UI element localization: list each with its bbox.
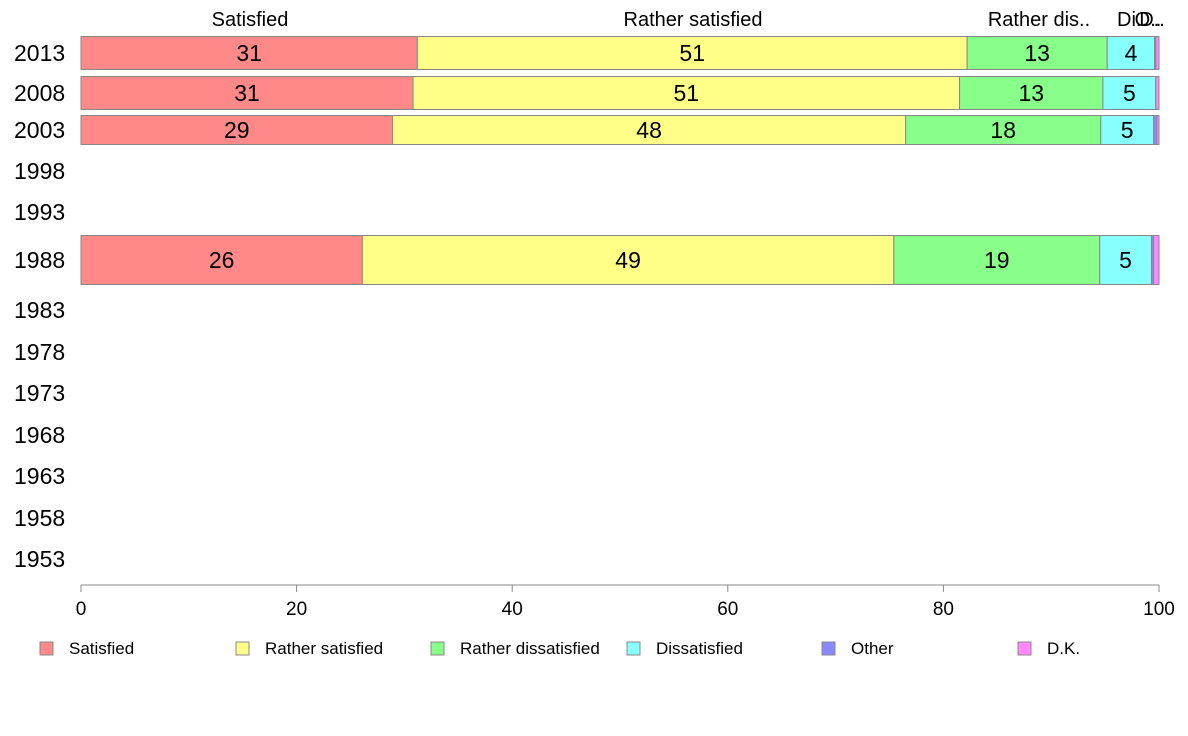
- header-label-d: D..: [1139, 9, 1165, 31]
- bar-2008-rather-satisfied: [412, 76, 961, 110]
- bar-2013-dissatisfied: [1106, 36, 1156, 70]
- legend-label-satisfied: Satisfied: [69, 639, 134, 658]
- y-tick-label-1953: 1953: [14, 546, 65, 572]
- y-tick-label-1978: 1978: [14, 339, 65, 365]
- legend-swatch-rather-dissatisfied: [430, 641, 445, 656]
- y-tick-label-1993: 1993: [14, 199, 65, 225]
- legend-label-dissatisfied: Dissatisfied: [656, 639, 743, 658]
- header-label-satisfied: Satisfied: [212, 9, 289, 31]
- bar-2013-rather-dissatisfied: [966, 36, 1108, 70]
- x-tick-label-80: 80: [933, 599, 954, 620]
- bar-2003-rather-dissatisfied: [905, 115, 1102, 145]
- data-label-2008-satisfied: 31: [234, 80, 260, 106]
- data-label-2013-rather-satisfied: 51: [679, 40, 705, 66]
- legend-swatch-other: [821, 641, 836, 656]
- bar-2013-d-k: [1155, 36, 1160, 70]
- bar-2013-satisfied: [80, 36, 418, 70]
- x-tick-label-60: 60: [717, 599, 738, 620]
- bar-2003-rather-satisfied: [392, 115, 907, 145]
- data-label-2003-rather-dissatisfied: 18: [990, 117, 1016, 143]
- y-tick-label-1958: 1958: [14, 505, 65, 531]
- y-tick-label-2003: 2003: [14, 117, 65, 143]
- data-label-1988-rather-satisfied: 49: [615, 247, 641, 273]
- y-tick-label-1983: 1983: [14, 297, 65, 323]
- header-label-di: Di..: [1117, 9, 1147, 31]
- y-tick-label-1988: 1988: [14, 247, 65, 273]
- data-label-2003-satisfied: 29: [224, 117, 250, 143]
- header-label-rather-satisfied: Rather satisfied: [624, 9, 763, 31]
- x-tick-label-100: 100: [1143, 599, 1175, 620]
- legend-swatch-dissatisfied: [626, 641, 641, 656]
- bar-2003-d-k: [1156, 115, 1160, 145]
- data-label-1988-satisfied: 26: [209, 247, 235, 273]
- y-tick-label-1963: 1963: [14, 463, 65, 489]
- data-label-2008-rather-satisfied: 51: [674, 80, 700, 106]
- x-tick-label-0: 0: [76, 599, 87, 620]
- x-tick-label-20: 20: [286, 599, 307, 620]
- y-tick-label-1998: 1998: [14, 158, 65, 184]
- legend-swatch-d-k: [1017, 641, 1032, 656]
- legend-label-other: Other: [851, 639, 894, 658]
- legend-label-d-k: D.K.: [1047, 639, 1080, 658]
- x-tick-label-40: 40: [502, 599, 523, 620]
- data-label-2003-rather-satisfied: 48: [636, 117, 662, 143]
- legend-label-rather-dissatisfied: Rather dissatisfied: [460, 639, 600, 658]
- bar-2008-satisfied: [80, 76, 414, 110]
- y-tick-label-2008: 2008: [14, 80, 65, 106]
- data-label-2008-dissatisfied: 5: [1123, 80, 1136, 106]
- data-label-2003-dissatisfied: 5: [1121, 117, 1134, 143]
- legend-label-rather-satisfied: Rather satisfied: [265, 639, 383, 658]
- data-label-1988-dissatisfied: 5: [1119, 247, 1132, 273]
- legend-swatch-rather-satisfied: [235, 641, 250, 656]
- data-label-2013-rather-dissatisfied: 13: [1024, 40, 1050, 66]
- bar-1988-satisfied: [80, 235, 363, 285]
- header-label-o: O..: [1135, 9, 1162, 31]
- bar-1988-d-k: [1153, 235, 1160, 285]
- header-label-rather-dis: Rather dis..: [988, 9, 1090, 31]
- data-label-1988-rather-dissatisfied: 19: [984, 247, 1010, 273]
- legend-swatch-satisfied: [39, 641, 54, 656]
- data-label-2013-dissatisfied: 4: [1125, 40, 1138, 66]
- bar-2003-dissatisfied: [1100, 115, 1155, 145]
- y-tick-label-2013: 2013: [14, 40, 65, 66]
- bar-2008-d-k: [1155, 76, 1160, 110]
- bar-2008-rather-dissatisfied: [959, 76, 1104, 110]
- data-label-2008-rather-dissatisfied: 13: [1018, 80, 1044, 106]
- y-tick-label-1973: 1973: [14, 380, 65, 406]
- data-label-2013-satisfied: 31: [236, 40, 262, 66]
- y-tick-label-1968: 1968: [14, 422, 65, 448]
